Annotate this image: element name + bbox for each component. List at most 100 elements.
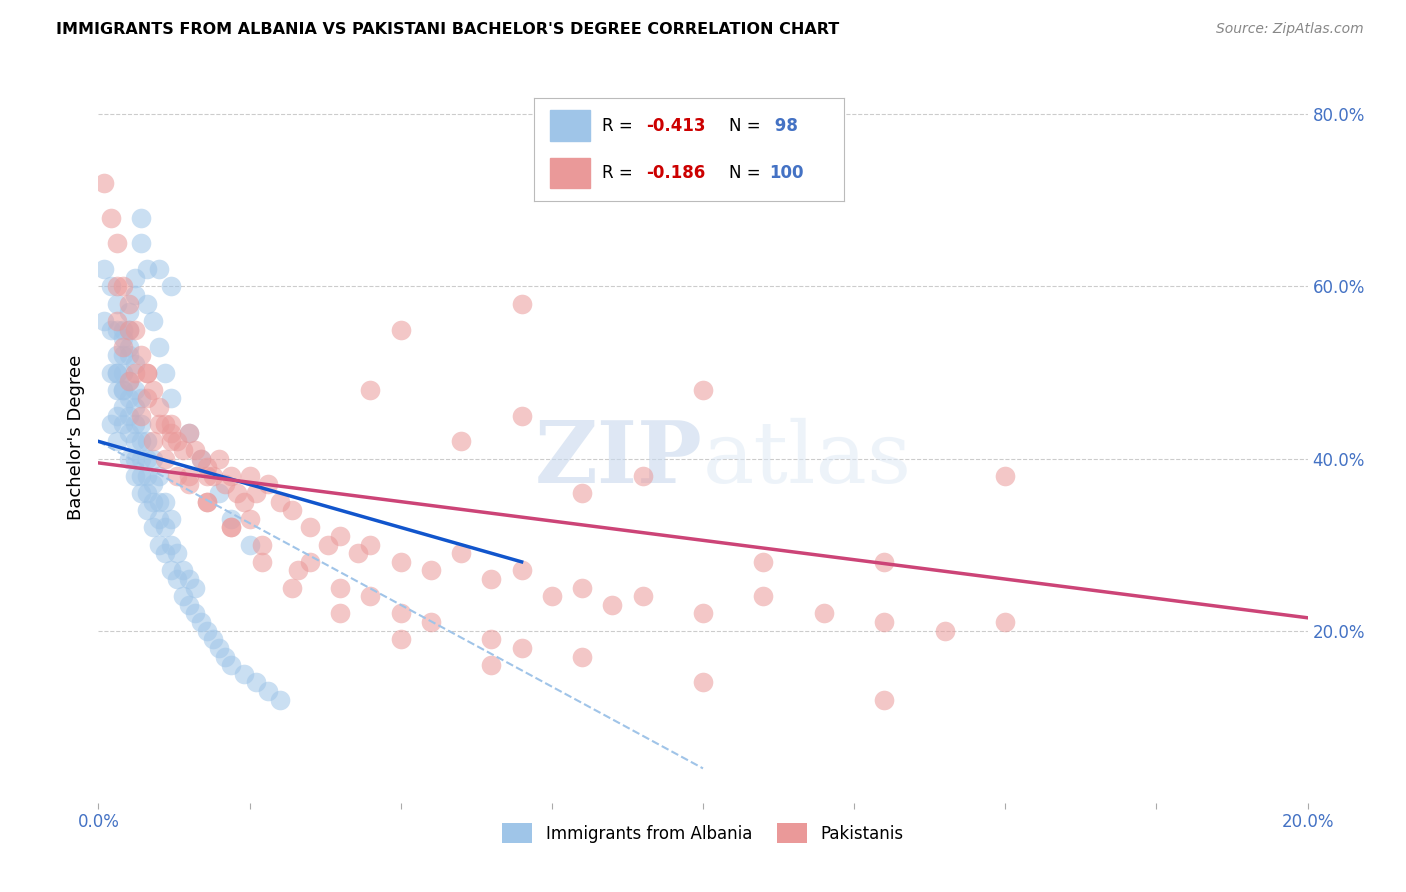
Point [160,392,183,406]
Point [166,572,188,586]
Point [160,564,183,578]
Point [111,383,134,397]
Point [208,640,231,655]
Point [153,417,176,432]
Point [124,357,146,371]
Point [135,468,157,483]
Point [873,555,896,569]
Point [142,494,165,508]
Text: 98: 98 [769,117,799,135]
Point [118,392,141,406]
Point [105,434,128,449]
Point [232,666,254,681]
Point [934,624,956,638]
Point [93,314,115,328]
Point [208,451,231,466]
Point [360,589,382,603]
Point [692,607,714,621]
Point [160,512,183,526]
Point [111,331,134,345]
Point [221,468,243,483]
Point [135,262,157,277]
Point [135,451,157,466]
Point [135,366,157,380]
Point [184,581,207,595]
Point [631,589,654,603]
Point [571,581,593,595]
Point [208,486,231,500]
Point [179,477,201,491]
Point [135,486,157,500]
Point [105,236,128,251]
Point [994,468,1017,483]
Point [153,520,176,534]
Point [124,288,146,302]
Point [329,529,352,543]
Point [184,442,207,457]
Point [105,366,128,380]
Point [329,607,352,621]
Point [111,348,134,362]
Point [692,383,714,397]
Point [195,494,218,508]
Y-axis label: Bachelor's Degree: Bachelor's Degree [66,354,84,520]
Point [221,520,243,534]
Text: R =: R = [602,164,638,182]
Point [510,564,533,578]
Point [148,512,170,526]
Point [124,468,146,483]
Point [281,503,304,517]
Point [329,581,352,595]
Point [752,589,775,603]
Point [481,658,503,673]
Point [571,649,593,664]
Point [142,314,165,328]
Point [100,211,122,225]
Point [118,409,141,423]
Bar [550,111,591,141]
Point [160,434,183,449]
Text: ZIP: ZIP [536,417,703,501]
Point [179,468,201,483]
Point [420,564,443,578]
Point [450,546,472,560]
Point [142,477,165,491]
Point [160,425,183,440]
Point [179,572,201,586]
Text: -0.413: -0.413 [645,117,706,135]
Point [105,383,128,397]
Point [269,494,291,508]
Point [100,322,122,336]
Point [135,296,157,310]
Text: R =: R = [602,117,638,135]
Point [148,417,170,432]
Point [166,468,188,483]
Point [179,425,201,440]
Point [195,624,218,638]
Point [153,546,176,560]
Point [118,296,141,310]
Point [135,434,157,449]
Point [135,366,157,380]
Point [256,477,278,491]
Point [232,494,254,508]
Text: Source: ZipAtlas.com: Source: ZipAtlas.com [1216,22,1364,37]
Point [148,468,170,483]
Point [481,632,503,647]
Point [481,572,503,586]
Point [631,468,654,483]
Point [195,468,218,483]
Point [214,649,236,664]
Point [118,425,141,440]
Point [118,340,141,354]
Point [184,607,207,621]
Point [124,400,146,414]
Point [245,486,267,500]
Point [111,400,134,414]
Point [450,434,472,449]
Text: IMMIGRANTS FROM ALBANIA VS PAKISTANI BACHELOR'S DEGREE CORRELATION CHART: IMMIGRANTS FROM ALBANIA VS PAKISTANI BAC… [56,22,839,37]
Point [389,555,412,569]
Point [166,546,188,560]
Point [111,383,134,397]
Point [389,632,412,647]
